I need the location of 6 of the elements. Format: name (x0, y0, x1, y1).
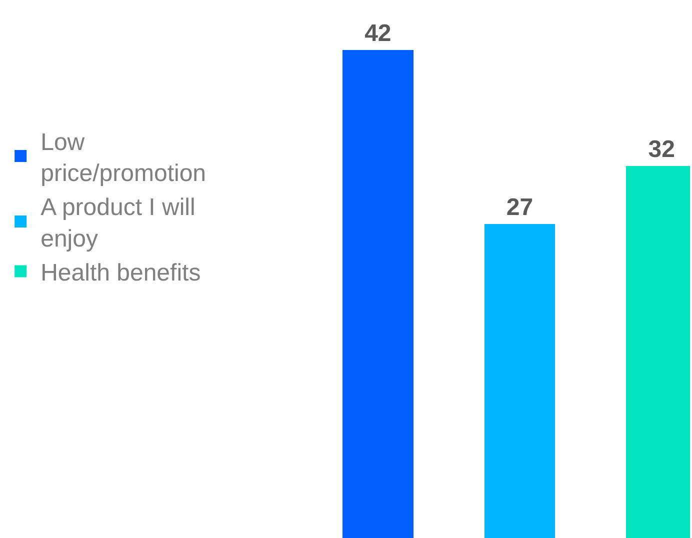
legend-label: Low price/promotion (40, 128, 206, 188)
data-label: 32 (648, 136, 675, 164)
legend-label: A product I will enjoy (40, 194, 196, 252)
data-label: 42 (364, 20, 392, 47)
data-label: 27 (506, 194, 534, 222)
legend-label: Health benefits (40, 260, 201, 287)
